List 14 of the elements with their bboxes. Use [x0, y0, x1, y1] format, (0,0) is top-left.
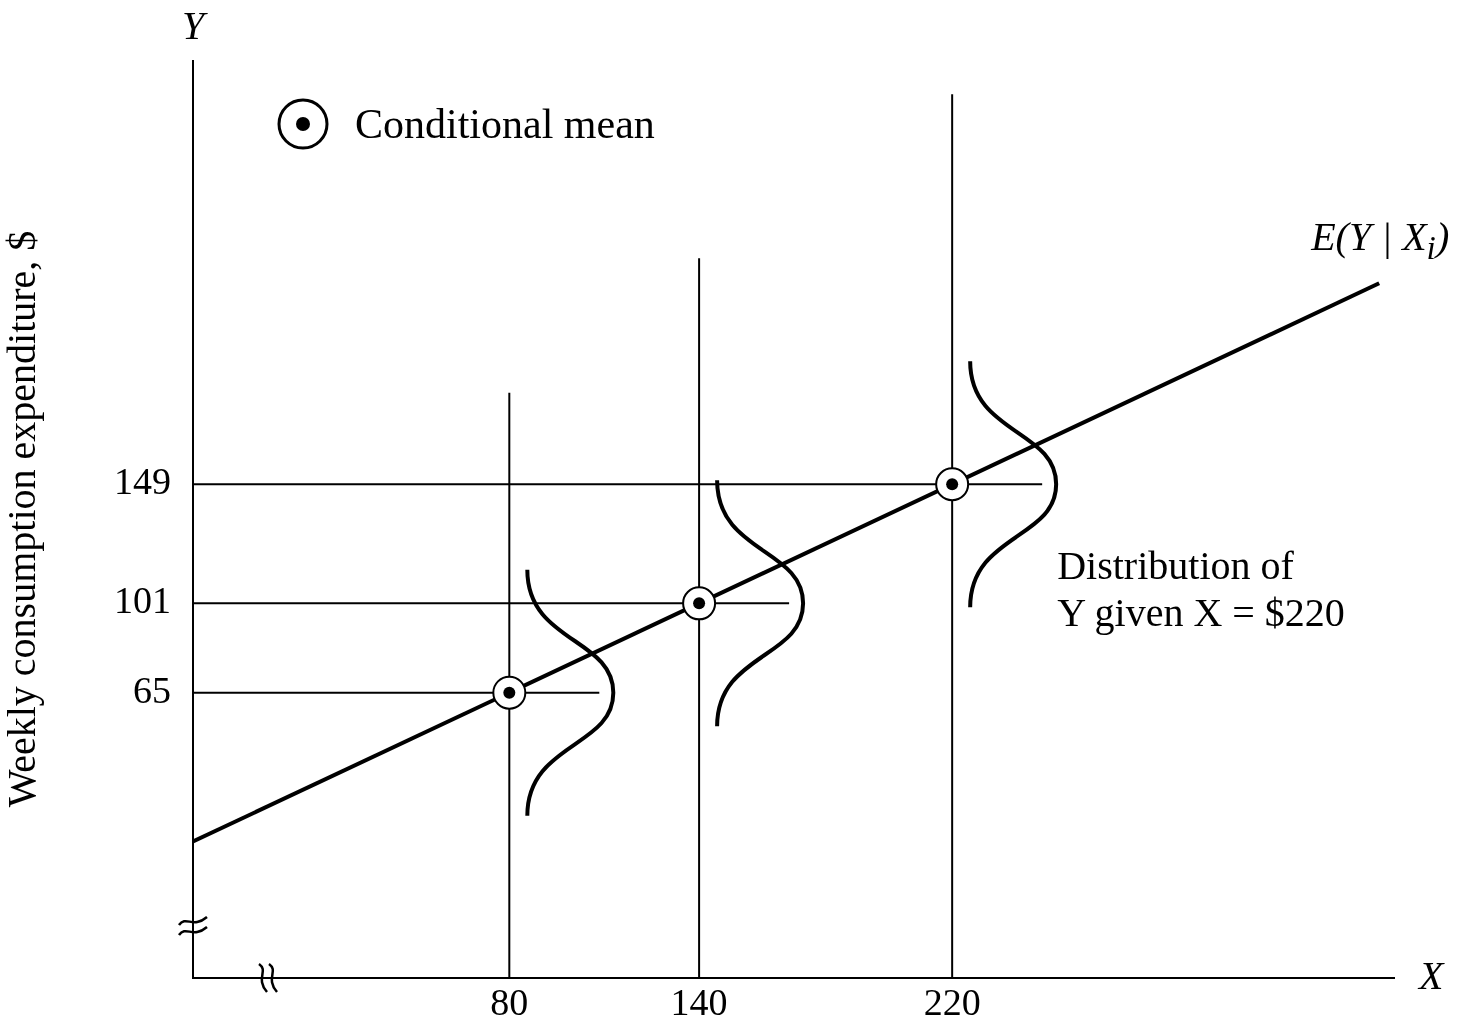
point [492, 675, 527, 710]
annotation: Distribution of Y given X = $220 [1057, 542, 1345, 637]
x-tick-label: 220 [923, 980, 981, 1023]
legend-label: Conditional mean [355, 100, 655, 148]
y-axis-title: Weekly consumption expenditure, $ [0, 230, 44, 808]
series-label: E(Y | X$_{i}$) [1311, 213, 1450, 268]
point [935, 467, 970, 502]
y-tick-label: 65 [133, 668, 171, 711]
x-tick-label: 80 [490, 980, 529, 1023]
point [682, 586, 717, 621]
y-tick-label: 149 [114, 460, 171, 503]
x-tick-label: 140 [670, 980, 728, 1023]
y-tick-label: 101 [114, 579, 171, 622]
x-axis-title: X [1419, 952, 1444, 999]
